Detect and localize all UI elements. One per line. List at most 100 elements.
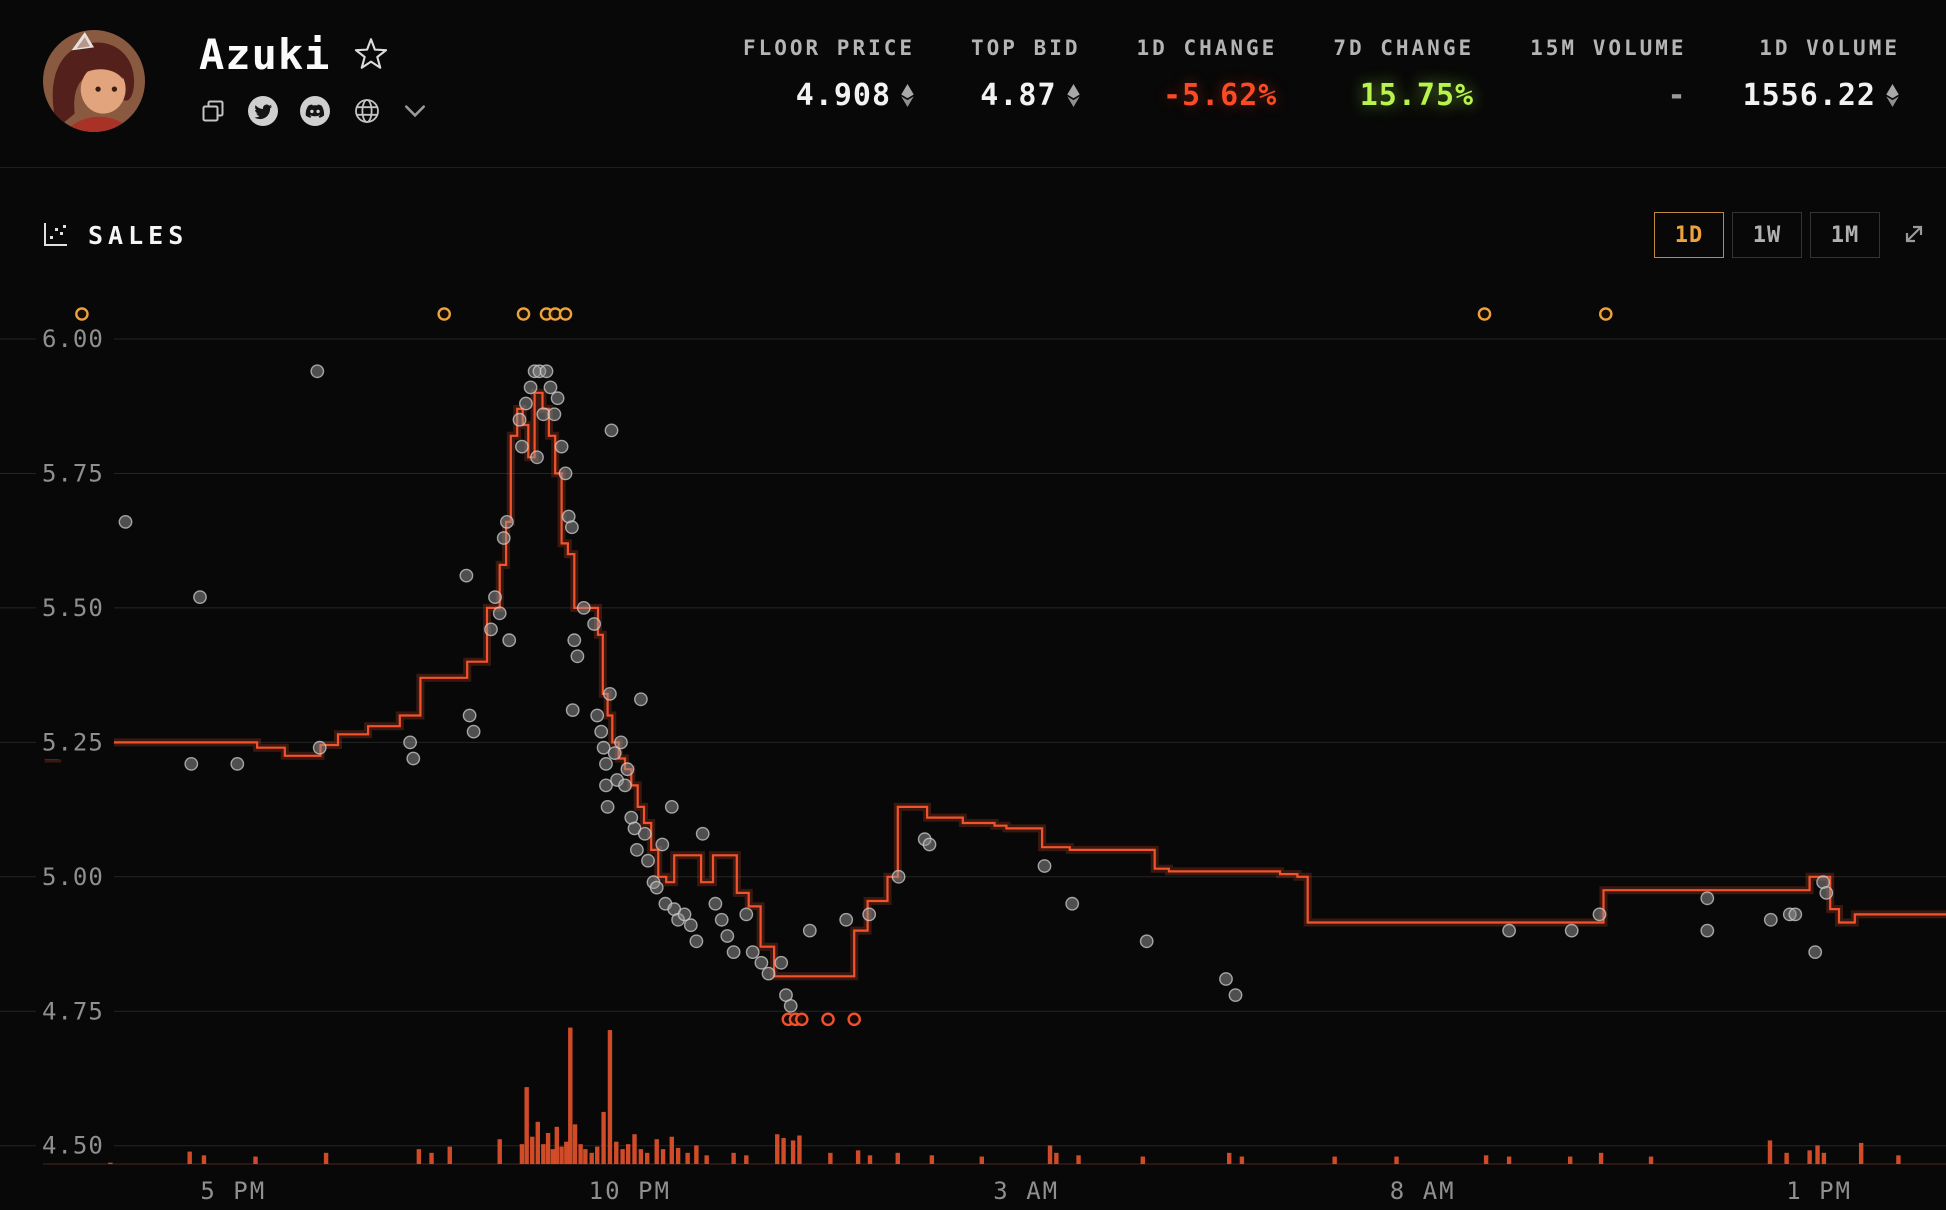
sale-point[interactable] — [603, 687, 617, 701]
sale-point[interactable] — [1592, 907, 1607, 922]
sale-point[interactable] — [594, 724, 609, 739]
sale-point[interactable] — [1700, 923, 1715, 938]
outlier-sale-point[interactable] — [1599, 307, 1613, 321]
sale-point[interactable] — [512, 412, 527, 427]
sale-point[interactable] — [193, 590, 207, 604]
low-sale-point[interactable] — [795, 1012, 809, 1027]
sale-point[interactable] — [726, 945, 741, 959]
sale-point[interactable] — [1819, 886, 1834, 900]
sale-point[interactable] — [570, 649, 585, 664]
sale-point[interactable] — [118, 515, 133, 529]
sale-point[interactable] — [649, 880, 664, 895]
sale-point[interactable] — [403, 735, 417, 750]
sale-point[interactable] — [739, 907, 754, 922]
sale-point[interactable] — [554, 439, 569, 454]
sale-point[interactable] — [634, 692, 648, 707]
sale-point[interactable] — [565, 703, 580, 717]
sale-point[interactable] — [695, 826, 710, 841]
sale-point[interactable] — [312, 740, 327, 755]
sale-point[interactable] — [1037, 859, 1052, 873]
sale-point[interactable] — [1788, 907, 1803, 922]
sale-point[interactable] — [783, 999, 798, 1013]
sale-point[interactable] — [565, 520, 579, 535]
sale-point[interactable] — [492, 606, 507, 621]
sale-point[interactable] — [891, 869, 906, 884]
sale-point[interactable] — [600, 800, 615, 814]
sale-point[interactable] — [310, 364, 325, 379]
sale-point[interactable] — [637, 826, 652, 841]
sale-point[interactable] — [230, 757, 245, 771]
sale-point[interactable] — [519, 396, 533, 411]
range-button-1d[interactable]: 1D — [1654, 212, 1724, 258]
favorite-star-icon[interactable] — [352, 35, 390, 75]
sale-point[interactable] — [502, 633, 517, 648]
sale-point[interactable] — [499, 515, 514, 529]
low-sale-point[interactable] — [821, 1012, 835, 1027]
sale-point[interactable] — [683, 918, 698, 933]
sale-point[interactable] — [599, 778, 613, 793]
sale-point[interactable] — [567, 633, 582, 648]
sale-point[interactable] — [1808, 945, 1823, 959]
sale-point[interactable] — [496, 531, 511, 545]
sale-point[interactable] — [462, 708, 477, 723]
sale-point[interactable] — [184, 757, 199, 771]
twitter-link-button[interactable] — [247, 95, 279, 127]
sale-point[interactable] — [655, 837, 670, 852]
sale-point[interactable] — [618, 778, 632, 793]
more-links-button[interactable] — [403, 102, 427, 120]
low-sale-point[interactable] — [847, 1012, 862, 1027]
outlier-sale-point[interactable] — [75, 307, 89, 321]
sale-point[interactable] — [515, 439, 529, 454]
sale-point[interactable] — [539, 364, 554, 379]
sale-point[interactable] — [604, 423, 619, 438]
sale-point[interactable] — [488, 590, 502, 604]
sale-point[interactable] — [1502, 923, 1517, 938]
copy-address-button[interactable] — [199, 97, 227, 125]
sale-point[interactable] — [590, 708, 605, 723]
website-link-button[interactable] — [351, 95, 383, 127]
sale-point[interactable] — [708, 896, 723, 911]
outlier-sale-point[interactable] — [558, 307, 573, 321]
sale-point[interactable] — [677, 907, 692, 922]
sale-point[interactable] — [922, 837, 937, 852]
sale-point[interactable] — [1228, 988, 1243, 1002]
sale-point[interactable] — [576, 601, 591, 615]
sale-point[interactable] — [664, 800, 679, 814]
discord-link-button[interactable] — [299, 95, 331, 127]
sale-point[interactable] — [550, 391, 565, 406]
sale-point[interactable] — [466, 724, 481, 739]
sale-point[interactable] — [802, 923, 817, 938]
sale-point[interactable] — [543, 380, 558, 395]
sale-point[interactable] — [607, 746, 622, 760]
sale-point[interactable] — [406, 751, 421, 766]
sale-point[interactable] — [459, 568, 474, 583]
sale-point[interactable] — [1700, 891, 1715, 906]
sale-point[interactable] — [596, 740, 611, 755]
sale-point[interactable] — [620, 762, 635, 777]
sale-point[interactable] — [599, 757, 613, 771]
sale-point[interactable] — [1065, 896, 1080, 911]
outlier-sale-point[interactable] — [516, 307, 531, 321]
sale-point[interactable] — [641, 853, 655, 868]
sale-point[interactable] — [530, 450, 544, 465]
outlier-sale-point[interactable] — [437, 307, 452, 321]
sale-point[interactable] — [1763, 912, 1778, 927]
sale-point[interactable] — [720, 929, 735, 943]
sale-point[interactable] — [1219, 972, 1233, 986]
sale-point[interactable] — [839, 912, 854, 927]
range-button-1w[interactable]: 1W — [1732, 212, 1802, 258]
outlier-sale-point[interactable] — [1477, 307, 1492, 321]
sale-point[interactable] — [630, 843, 644, 857]
sale-point[interactable] — [1139, 934, 1154, 949]
sale-point[interactable] — [547, 407, 562, 422]
sale-point[interactable] — [774, 955, 789, 970]
sale-point[interactable] — [1564, 923, 1579, 938]
sale-point[interactable] — [754, 955, 769, 970]
collapse-chart-button[interactable] — [1900, 220, 1928, 251]
sale-point[interactable] — [761, 966, 776, 981]
sale-point[interactable] — [614, 735, 628, 750]
sale-point[interactable] — [714, 912, 729, 927]
sale-point[interactable] — [587, 617, 601, 631]
